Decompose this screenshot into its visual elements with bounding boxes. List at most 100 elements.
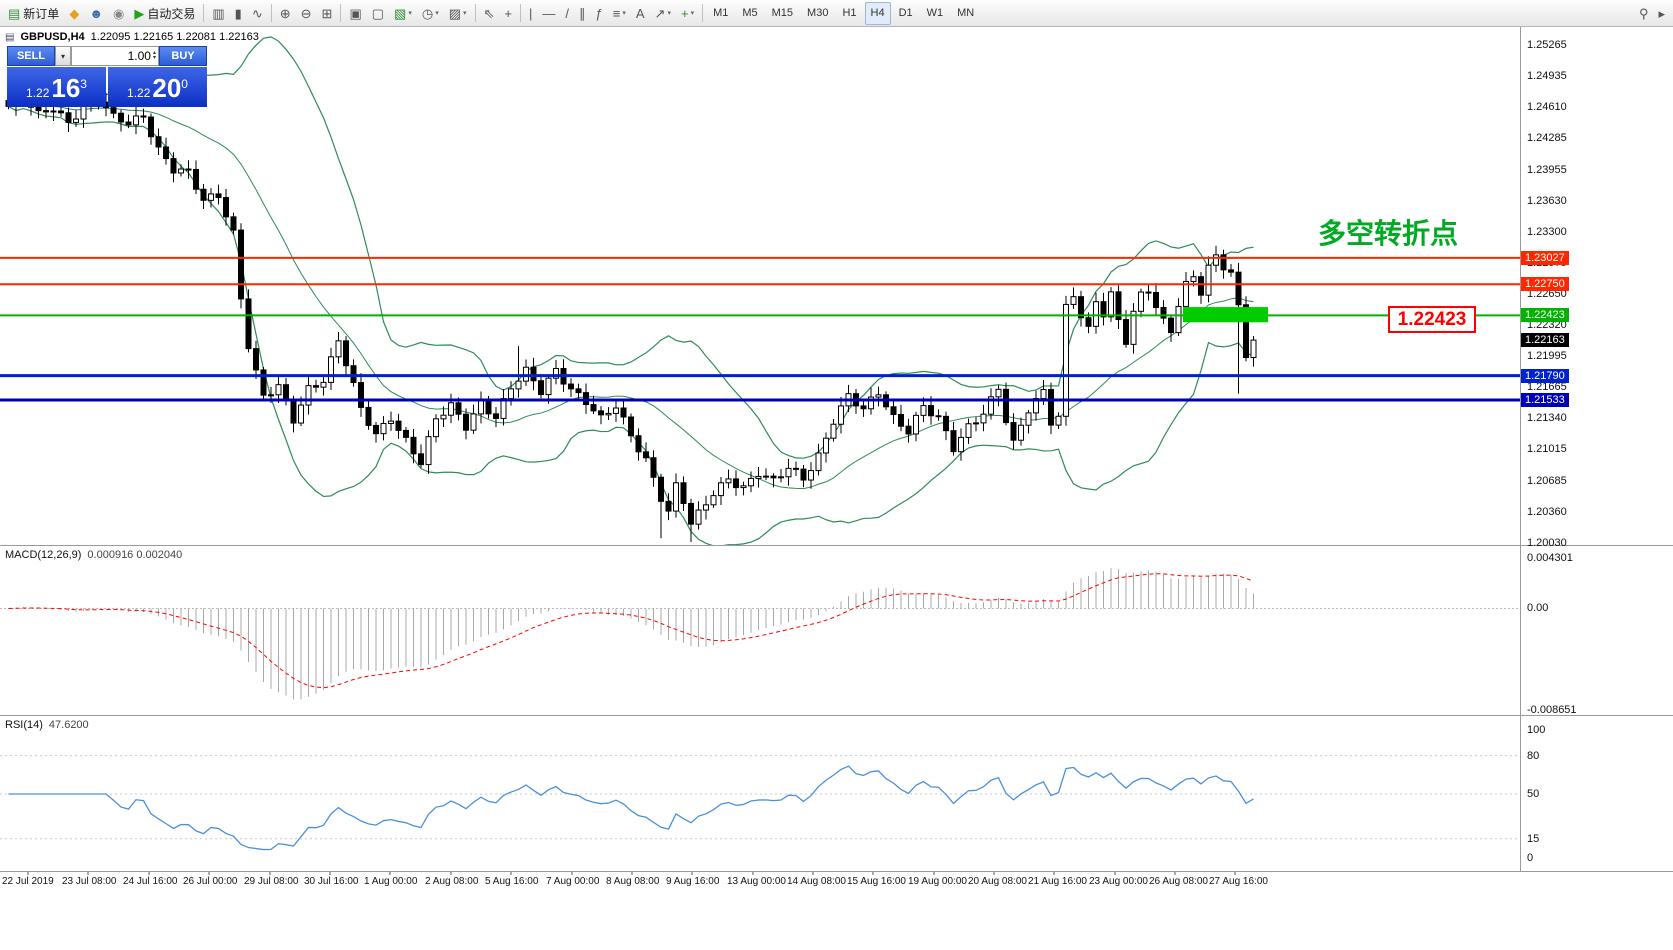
- price-axis-label: 1.24935: [1527, 70, 1567, 83]
- timeframe-M30-button[interactable]: M30: [801, 2, 834, 25]
- new-chart-button[interactable]: ▧ ▾: [390, 2, 416, 25]
- zoom-out-button[interactable]: ⊖: [297, 2, 316, 25]
- auto-trading-button[interactable]: ▶ 自动交易: [130, 2, 199, 25]
- candle-body: [283, 384, 289, 401]
- search-icon: ⚲: [1638, 5, 1649, 21]
- trendline-button[interactable]: /: [561, 2, 573, 25]
- time-axis-label: 26 Jul 00:00: [183, 876, 238, 887]
- candlestick-chart-button[interactable]: ▮: [231, 2, 246, 25]
- volume-spinner[interactable]: ▴ ▾: [152, 50, 156, 61]
- candle-body: [1003, 388, 1009, 424]
- bar-chart-button[interactable]: ▥: [208, 2, 228, 25]
- time-axis-label: 24 Jul 16:00: [123, 876, 178, 887]
- chevron-down-icon: ▾: [690, 10, 695, 17]
- candle-body: [1063, 303, 1069, 417]
- volume-input[interactable]: 1.00 ▴ ▾: [71, 46, 159, 66]
- candle-body: [215, 193, 222, 199]
- price-axis-label: 1.23630: [1527, 194, 1567, 207]
- candle-body: [418, 453, 424, 466]
- candle-body: [980, 413, 987, 424]
- timeframe-M15-button[interactable]: M15: [766, 2, 799, 25]
- timeframe-M1-button[interactable]: M1: [707, 2, 734, 25]
- sell-price-prefix: 1.22: [26, 86, 50, 100]
- annotation-text[interactable]: 多空转折点: [1318, 218, 1459, 249]
- candle-body: [200, 188, 207, 201]
- zoom-in-button[interactable]: ⊕: [276, 2, 295, 25]
- sell-price-pipette: 3: [80, 77, 87, 91]
- horizontal-line-button[interactable]: —: [538, 2, 559, 25]
- shapes-button[interactable]: ≡ ▾: [609, 2, 630, 25]
- candle-body: [230, 216, 237, 231]
- timeframe-MN-button[interactable]: MN: [951, 2, 980, 25]
- new-order-button[interactable]: ▤ 新订单: [4, 2, 63, 25]
- tile-windows-button[interactable]: ⊞: [318, 2, 337, 25]
- candle-body: [860, 405, 867, 410]
- candle-body: [950, 430, 957, 453]
- fibonacci-retracement-button[interactable]: ƒ: [592, 2, 607, 25]
- candle-body: [1183, 280, 1189, 307]
- chevron-down-icon: ▾: [667, 10, 671, 17]
- arrow-objects-button[interactable]: ↗ ▾: [651, 2, 675, 25]
- time-axis-label: 8 Aug 08:00: [606, 876, 660, 887]
- price-axis-label: 1.23300: [1527, 225, 1567, 238]
- candle-body: [290, 399, 297, 424]
- text-label-button[interactable]: A: [632, 2, 649, 25]
- new-order-icon: ▤: [8, 5, 21, 21]
- quick-nav-button[interactable]: ▸: [1654, 2, 1669, 25]
- buy-price-box[interactable]: 1.22 20 0: [108, 67, 207, 107]
- candle-body: [838, 405, 844, 425]
- candle-body: [785, 467, 792, 478]
- sell-button[interactable]: SELL: [7, 46, 55, 66]
- timeframe-H1-button[interactable]: H1: [836, 2, 862, 25]
- bar-chart-icon: ▥: [212, 5, 225, 21]
- buy-button[interactable]: BUY: [159, 46, 207, 66]
- chart-shift-button[interactable]: ▢: [368, 2, 388, 25]
- line-chart-button[interactable]: ∿: [248, 2, 267, 25]
- candle-body: [650, 457, 657, 478]
- candle-body: [1220, 254, 1227, 271]
- vertical-line-button[interactable]: |: [525, 2, 536, 25]
- candle-body: [680, 482, 687, 504]
- candle-body: [245, 298, 252, 350]
- timeframe-D1-button[interactable]: D1: [893, 2, 919, 25]
- search-button[interactable]: ⚲: [1635, 2, 1653, 25]
- time-axis-label: 26 Aug 08:00: [1149, 876, 1208, 887]
- highlight-rectangle[interactable]: [1183, 307, 1268, 323]
- metaquotes-community-button[interactable]: ◆: [65, 2, 83, 25]
- candle-body: [170, 158, 177, 174]
- candle-body: [425, 436, 432, 466]
- candle-body: [1070, 296, 1077, 305]
- candle-body: [928, 405, 934, 417]
- indicators-button[interactable]: + ▾: [677, 2, 698, 25]
- spinner-up-icon: ▴: [152, 50, 156, 56]
- toolbar-separator: [203, 4, 205, 22]
- timeframe-W1-button[interactable]: W1: [921, 2, 950, 25]
- time-axis-label: 9 Aug 16:00: [666, 876, 720, 887]
- candle-body: [635, 435, 642, 453]
- market-button[interactable]: ◉: [109, 2, 128, 25]
- timeframe-H4-button[interactable]: H4: [864, 1, 891, 25]
- auto-trading-label: 自动交易: [147, 6, 196, 21]
- profile-button[interactable]: ☻: [85, 2, 107, 25]
- cursor-button[interactable]: ⇖: [480, 2, 499, 25]
- price-line-tag: 1.22423: [1521, 308, 1569, 323]
- candle-body: [530, 366, 537, 382]
- crosshair-button[interactable]: +: [500, 2, 516, 25]
- price-callout[interactable]: 1.22423: [1388, 306, 1476, 333]
- candle-body: [440, 414, 447, 420]
- candle-body: [808, 470, 814, 481]
- timeframe-label: M5: [742, 7, 758, 19]
- timeframe-M5-button[interactable]: M5: [736, 2, 763, 25]
- buy-price-pipette: 0: [181, 77, 188, 91]
- candle-body: [553, 367, 559, 379]
- candle-body: [1018, 424, 1024, 441]
- templates-button[interactable]: ▨ ▾: [445, 2, 471, 25]
- fibonacci-retracement-icon: ƒ: [595, 5, 603, 21]
- period-button[interactable]: ◷ ▾: [418, 2, 443, 25]
- equidistant-channel-button[interactable]: ∥: [575, 2, 590, 25]
- auto-scroll-button[interactable]: ▣: [345, 2, 365, 25]
- candle-body: [110, 107, 117, 114]
- sell-price-box[interactable]: 1.22 16 3: [7, 67, 106, 107]
- order-type-dropdown[interactable]: ▾: [55, 46, 71, 66]
- candle-body: [935, 415, 942, 418]
